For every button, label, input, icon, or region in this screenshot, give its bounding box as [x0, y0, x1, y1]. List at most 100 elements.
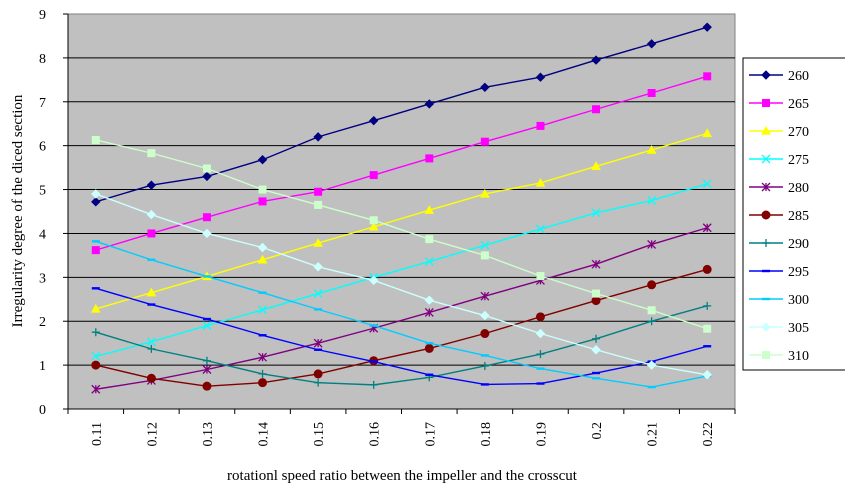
x-tick-label: 0.2 [590, 422, 605, 440]
legend-label: 265 [788, 97, 809, 112]
legend-entry-290: 290 [749, 237, 809, 252]
data-point [258, 369, 267, 378]
series-line [95, 26, 708, 203]
data-point [761, 210, 771, 220]
data-point [147, 149, 156, 158]
x-tick-label: 0.13 [201, 422, 216, 447]
legend-box [742, 57, 845, 371]
x-tick-label: 0.22 [701, 422, 716, 447]
data-point [258, 185, 267, 194]
data-point [424, 99, 434, 109]
y-tick-label: 0 [39, 403, 46, 418]
data-point [591, 161, 601, 170]
data-point [425, 235, 434, 244]
data-point [314, 200, 323, 209]
plot-area [67, 13, 736, 410]
data-point [425, 373, 434, 376]
data-point [646, 39, 657, 49]
x-tick-label: 0.15 [312, 422, 327, 447]
data-point [202, 228, 212, 239]
x-axis-title: rotationl speed ratio between the impell… [227, 468, 578, 484]
data-point [536, 367, 545, 370]
data-point [424, 205, 435, 214]
data-point [202, 365, 212, 374]
data-point [368, 221, 379, 231]
legend-label: 290 [788, 237, 809, 252]
data-point [424, 257, 434, 266]
data-point [313, 262, 323, 272]
data-point [702, 128, 713, 138]
data-point [91, 240, 100, 243]
data-point [702, 223, 712, 233]
series-line [95, 240, 708, 388]
data-point [591, 259, 601, 269]
series-line [95, 305, 708, 386]
data-point [425, 154, 434, 163]
data-point [480, 291, 490, 301]
x-tick-label: 0.14 [257, 422, 272, 447]
data-point [425, 341, 434, 345]
series-line [95, 193, 708, 376]
data-point [424, 307, 434, 317]
legend-label: 310 [788, 349, 809, 364]
data-point [592, 371, 601, 375]
data-point [702, 370, 712, 380]
data-point [202, 164, 211, 173]
data-point [258, 197, 267, 206]
data-point [535, 312, 545, 322]
data-point [146, 287, 157, 297]
legend-entry-280: 280 [749, 181, 809, 196]
data-point [369, 216, 378, 225]
x-tick-label: 0.17 [423, 422, 438, 447]
series-line [95, 75, 708, 251]
axes [63, 13, 736, 414]
data-point [258, 305, 268, 315]
data-point [761, 322, 771, 332]
data-point [703, 301, 712, 310]
legend-label: 305 [788, 321, 809, 336]
data-point [258, 291, 267, 294]
x-tick-label: 0.18 [479, 422, 494, 447]
data-point [314, 378, 323, 387]
data-point [369, 275, 379, 286]
y-tick-label: 3 [39, 271, 46, 286]
legend-label: 280 [788, 181, 809, 196]
data-point [702, 264, 712, 274]
data-point [480, 383, 489, 386]
data-point [146, 180, 157, 190]
data-point [202, 317, 211, 321]
data-point [592, 289, 601, 298]
data-point [703, 324, 712, 333]
legend-entry-295: 295 [749, 265, 809, 280]
y-tick-label: 9 [39, 8, 46, 23]
data-point [591, 345, 601, 355]
data-point [91, 360, 101, 370]
data-point [424, 295, 434, 305]
data-point [480, 354, 489, 357]
data-point [147, 229, 156, 238]
data-point [91, 197, 101, 207]
data-point [369, 115, 379, 126]
y-tick-labels: 0 1 2 3 4 5 6 7 8 9 [39, 8, 46, 418]
x-tick-label: 0.11 [90, 422, 105, 446]
series-line [95, 268, 708, 387]
data-point [314, 187, 323, 196]
legend-entry-285: 285 [749, 209, 809, 224]
data-point [480, 329, 490, 339]
data-point [762, 269, 770, 273]
data-point [480, 82, 490, 93]
legend-entry-260: 260 [749, 69, 809, 84]
x-tick-label: 0.12 [145, 422, 160, 447]
data-point [647, 280, 657, 290]
data-point [647, 239, 657, 249]
data-point [91, 287, 100, 290]
data-point [91, 328, 100, 337]
data-point [369, 380, 378, 389]
data-point [202, 356, 211, 365]
legend: 260 265 270 275 280 285 290 295 300 305 310 [742, 57, 845, 371]
data-point [257, 254, 268, 264]
data-point [424, 343, 434, 353]
data-point [646, 145, 657, 154]
data-point [202, 171, 212, 182]
data-point [202, 381, 212, 391]
